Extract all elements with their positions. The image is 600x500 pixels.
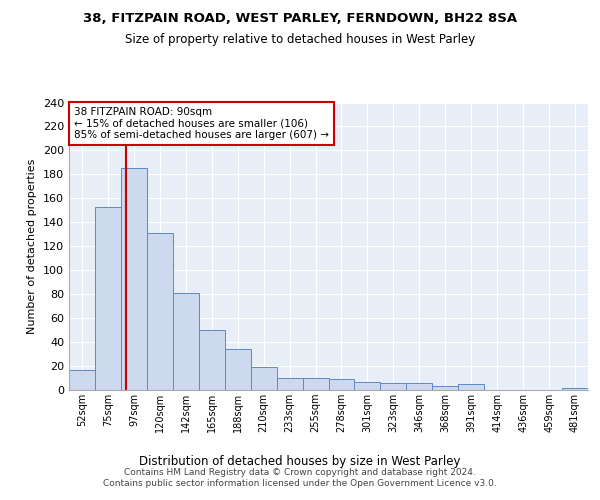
Bar [380,383,406,390]
Bar [121,168,147,390]
Bar [329,379,355,390]
Bar [69,370,95,390]
Text: 38, FITZPAIN ROAD, WEST PARLEY, FERNDOWN, BH22 8SA: 38, FITZPAIN ROAD, WEST PARLEY, FERNDOWN… [83,12,517,26]
Bar [406,383,432,390]
Bar [302,378,329,390]
Bar [251,367,277,390]
Bar [147,233,173,390]
Text: 38 FITZPAIN ROAD: 90sqm
← 15% of detached houses are smaller (106)
85% of semi-d: 38 FITZPAIN ROAD: 90sqm ← 15% of detache… [74,107,329,140]
Bar [355,382,380,390]
Bar [225,350,251,390]
Text: Size of property relative to detached houses in West Parley: Size of property relative to detached ho… [125,32,475,46]
Bar [95,206,121,390]
Bar [199,330,224,390]
Bar [433,386,458,390]
Bar [458,384,484,390]
Bar [562,388,588,390]
Text: Distribution of detached houses by size in West Parley: Distribution of detached houses by size … [139,455,461,468]
Bar [277,378,302,390]
Bar [173,293,199,390]
Y-axis label: Number of detached properties: Number of detached properties [28,158,37,334]
Text: Contains HM Land Registry data © Crown copyright and database right 2024.
Contai: Contains HM Land Registry data © Crown c… [103,468,497,487]
